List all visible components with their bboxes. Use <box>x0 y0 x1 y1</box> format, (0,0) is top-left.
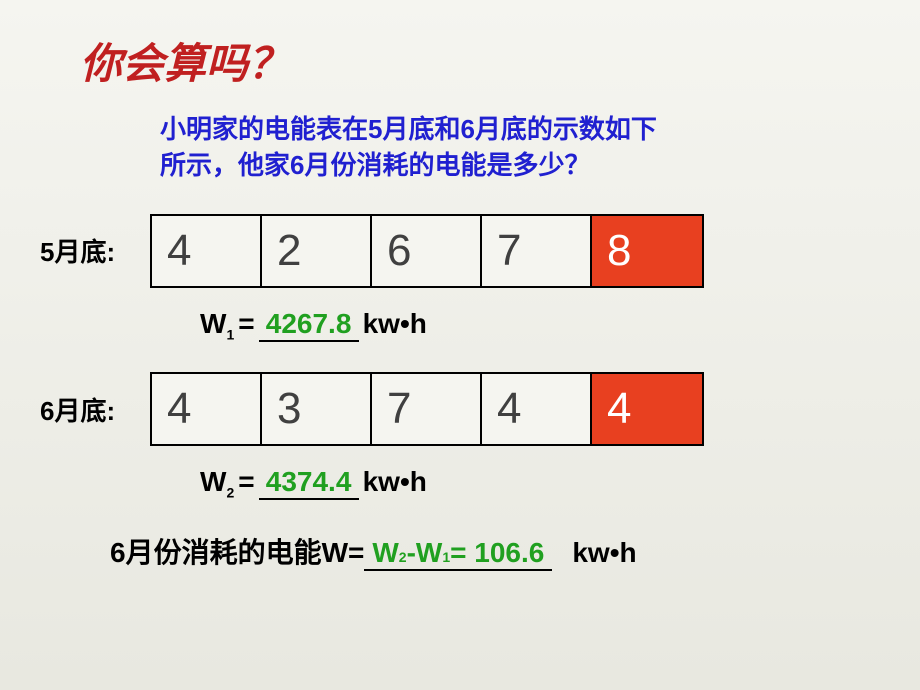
final-answer: W2 - W1 = 106.6 <box>364 537 552 571</box>
june-equation-row: W2 = 4374.4 kw•h <box>200 466 880 501</box>
w1-value: 4267.8 <box>259 308 359 342</box>
w1-label: W1 <box>200 308 234 343</box>
may-digit-0: 4 <box>152 216 262 286</box>
may-meter-table: 4 2 6 7 8 <box>150 214 704 288</box>
may-digit-4: 8 <box>592 216 702 286</box>
w2-value: 4374.4 <box>259 466 359 500</box>
w2-label: W2 <box>200 466 234 501</box>
may-digit-3: 7 <box>482 216 592 286</box>
final-label: 6月份消耗的电能W= <box>110 531 364 571</box>
page-title: 你会算吗？ <box>80 30 880 91</box>
final-equation-row: 6月份消耗的电能W= W2 - W1 = 106.6 kw•h <box>110 531 880 571</box>
june-digit-1: 3 <box>262 374 372 444</box>
june-label: 6月底: <box>40 391 150 428</box>
question-line1: 小明家的电能表在5月底和6月底的示数如下 <box>160 114 657 144</box>
june-meter-table: 4 3 7 4 4 <box>150 372 704 446</box>
may-label: 5月底: <box>40 232 150 269</box>
final-unit: kw•h <box>572 537 636 569</box>
may-meter-row: 5月底: 4 2 6 7 8 <box>40 214 880 288</box>
may-digit-2: 6 <box>372 216 482 286</box>
june-digit-3: 4 <box>482 374 592 444</box>
june-meter-row: 6月底: 4 3 7 4 4 <box>40 372 880 446</box>
june-digit-4: 4 <box>592 374 702 444</box>
june-digit-2: 7 <box>372 374 482 444</box>
question-line2: 所示，他家6月份消耗的电能是多少？ <box>160 150 590 180</box>
may-equation-row: W1 = 4267.8 kw•h <box>200 308 880 343</box>
equals-sign: = <box>238 466 254 498</box>
w1-unit: kw•h <box>363 308 427 340</box>
w2-unit: kw•h <box>363 466 427 498</box>
june-digit-0: 4 <box>152 374 262 444</box>
may-digit-1: 2 <box>262 216 372 286</box>
equals-sign: = <box>238 308 254 340</box>
question-text: 小明家的电能表在5月底和6月底的示数如下 所示，他家6月份消耗的电能是多少？ <box>160 111 880 184</box>
